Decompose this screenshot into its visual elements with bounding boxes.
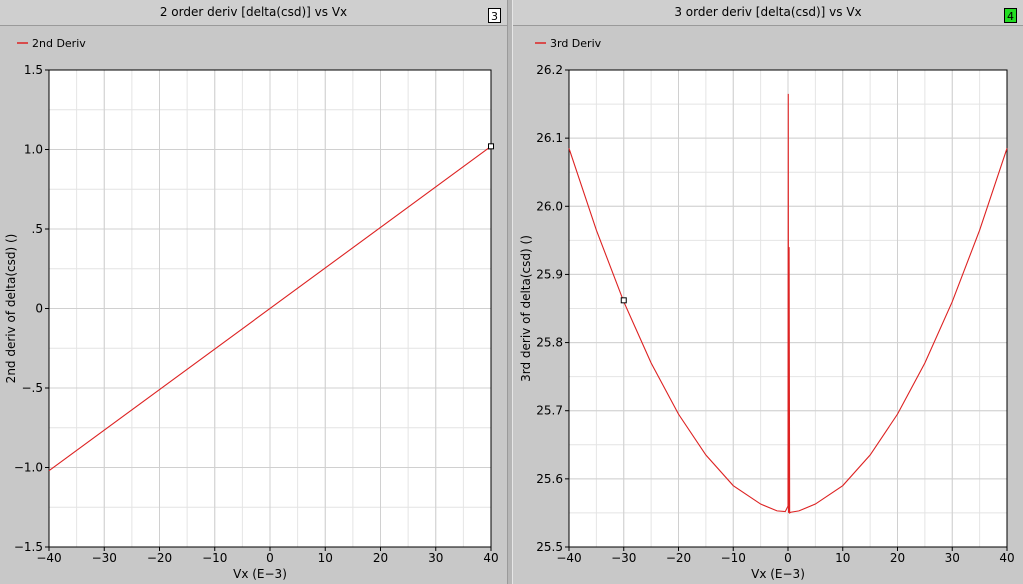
legend-label: 2nd Deriv	[32, 37, 86, 50]
panel-title: 3 order deriv [delta(csd)] vs Vx	[674, 5, 862, 19]
y-tick-label: 25.8	[536, 336, 563, 350]
cursor-marker[interactable]	[620, 297, 627, 304]
panel-titlebar: 2 order deriv [delta(csd)] vs Vx 3	[0, 0, 507, 26]
x-tick-label: 40	[999, 551, 1014, 565]
x-tick-label: 0	[784, 551, 792, 565]
y-tick-label: 25.6	[536, 472, 563, 486]
x-tick-label: 10	[318, 551, 333, 565]
chart-panel-right: 3 order deriv [delta(csd)] vs Vx 4 −40 −3…	[513, 0, 1023, 584]
x-tick-label: −40	[556, 551, 581, 565]
x-axis-label: Vx (E−3)	[751, 567, 805, 581]
x-tick-label: 30	[428, 551, 443, 565]
x-tick-label: −20	[666, 551, 691, 565]
y-tick-label: 25.9	[536, 267, 563, 281]
y-tick-label: 26.2	[536, 63, 563, 77]
x-tick-label: 20	[890, 551, 905, 565]
x-tick-label: −10	[721, 551, 746, 565]
legend-label: 3rd Deriv	[550, 37, 602, 50]
panel-titlebar: 3 order deriv [delta(csd)] vs Vx 4	[513, 0, 1023, 26]
x-tick-label: −40	[36, 551, 61, 565]
chart-panel-left: 2 order deriv [delta(csd)] vs Vx 3 −40 −3…	[0, 0, 507, 584]
y-tick-label: 0	[35, 302, 43, 316]
y-tick-label: 26.1	[536, 131, 563, 145]
x-axis-label: Vx (E−3)	[233, 567, 287, 581]
y-axis-label: 2nd deriv of delta(csd) ()	[4, 234, 18, 384]
y-tick-label: 25.5	[536, 540, 563, 554]
x-tick-label: −30	[92, 551, 117, 565]
y-axis-label: 3rd deriv of delta(csd) ()	[519, 235, 533, 382]
y-tick-label: −1.0	[14, 461, 43, 475]
second-deriv-chart: −40 −30 −20 −10 0 10 20 30 40 −1.5 −1.0 −.5 0 .5 1.0 1.…	[4, 37, 499, 581]
y-tick-label: −.5	[21, 381, 43, 395]
y-tick-label: .5	[32, 222, 43, 236]
y-tick-label: 1.0	[24, 143, 43, 157]
panel-number-badge[interactable]: 3	[488, 8, 501, 23]
series-line	[48, 145, 492, 472]
y-tick-label: 25.7	[536, 404, 563, 418]
x-tick-label: −10	[202, 551, 227, 565]
y-tick-label: −1.5	[14, 540, 43, 554]
x-tick-label: 0	[266, 551, 274, 565]
panel-number-badge[interactable]: 4	[1004, 8, 1017, 23]
x-tick-label: 40	[483, 551, 498, 565]
x-tick-label: 10	[835, 551, 850, 565]
series-line	[568, 93, 1008, 514]
y-tick-label: 1.5	[24, 63, 43, 77]
third-deriv-chart: −40 −30 −20 −10 0 10 20 30 40 25.5 25.6 25.7 25.8 25.…	[519, 37, 1015, 581]
panel-divider[interactable]	[507, 0, 513, 584]
x-tick-label: −30	[611, 551, 636, 565]
x-tick-label: 20	[373, 551, 388, 565]
cursor-marker[interactable]	[488, 143, 494, 150]
x-tick-label: −20	[147, 551, 172, 565]
panel-title: 2 order deriv [delta(csd)] vs Vx	[159, 5, 348, 19]
x-tick-label: 30	[945, 551, 960, 565]
y-tick-label: 26.0	[536, 199, 563, 213]
